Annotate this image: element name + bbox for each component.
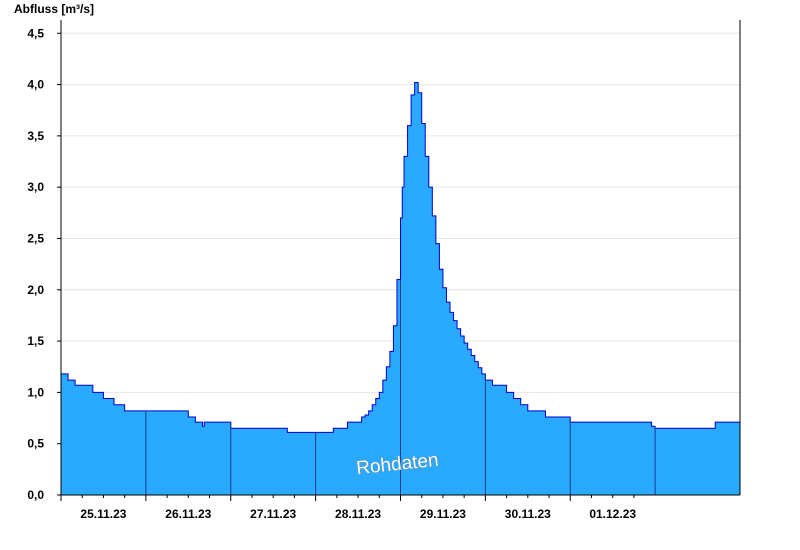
y-tick-label: 3,0 (27, 180, 44, 194)
y-tick-label: 1,0 (27, 385, 44, 399)
x-tick-label: 29.11.23 (420, 507, 466, 521)
x-tick-label: 26.11.23 (165, 507, 211, 521)
y-tick-label: 4,0 (27, 78, 44, 92)
axes (57, 20, 741, 501)
x-tick-label: 30.11.23 (505, 507, 551, 521)
y-tick-label: 1,5 (27, 334, 44, 348)
y-tick-label: 0,0 (27, 488, 44, 502)
x-tick-labels: 25.11.23 26.11.23 27.11.23 28.11.23 29.11.23… (80, 507, 636, 521)
x-tick-label: 25.11.23 (80, 507, 126, 521)
y-tick-label: 2,5 (27, 231, 44, 245)
y-tick-labels: 0,0 0,5 1,0 1,5 2,0 2,5 3,0 3,5 4,0 4,5 (27, 26, 44, 502)
y-tick-label: 0,5 (27, 437, 44, 451)
y-axis-label: Abfluss [m³/s] (14, 2, 94, 16)
x-tick-label: 01.12.23 (589, 507, 636, 521)
x-tick-label: 28.11.23 (335, 507, 381, 521)
series-line (61, 82, 740, 433)
y-tick-label: 4,5 (27, 26, 44, 40)
y-tick-label: 2,0 (27, 283, 44, 297)
x-tick-label: 27.11.23 (250, 507, 296, 521)
day-separators (145, 279, 656, 495)
y-tick-label: 3,5 (27, 129, 44, 143)
